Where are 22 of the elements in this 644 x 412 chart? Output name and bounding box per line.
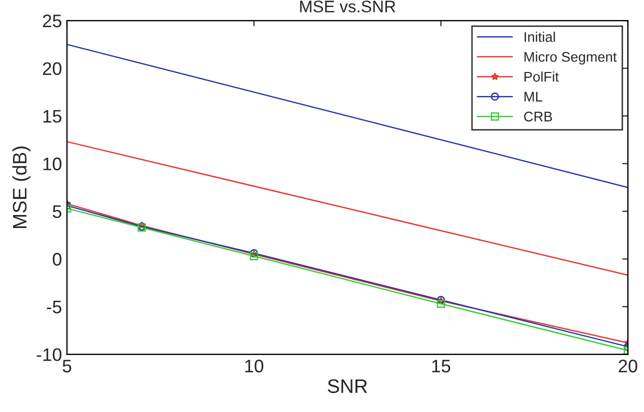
y-tick-label: -10 (36, 348, 62, 362)
x-tick-label: 15 (432, 360, 450, 372)
legend-label: ML (524, 92, 542, 102)
y-tick-label: 10 (43, 158, 62, 170)
point (250, 252, 258, 260)
legend-label: Micro Segment (524, 52, 617, 65)
y-tick-label: 5 (52, 205, 62, 218)
chart-title: MSE vs.SNR (300, 0, 396, 12)
y-tick-label: -5 (46, 300, 62, 314)
y-tick-label: 15 (43, 110, 62, 123)
x-tick-label: 20 (618, 360, 638, 372)
point (436, 300, 446, 308)
legend-label: CRB (524, 112, 552, 122)
y-tick-label: 25 (42, 14, 62, 28)
legend-label: PolFit (524, 71, 559, 82)
y-axis-title: MSE (dB) (12, 146, 30, 228)
x-axis-title: SNR (328, 379, 368, 394)
x-tick-label: 10 (245, 360, 264, 372)
legend-label: Initial (524, 32, 555, 42)
x-tick-label: 5 (62, 360, 72, 372)
y-tick-label: 0 (52, 252, 62, 266)
y-tick-label: 20 (42, 62, 62, 75)
